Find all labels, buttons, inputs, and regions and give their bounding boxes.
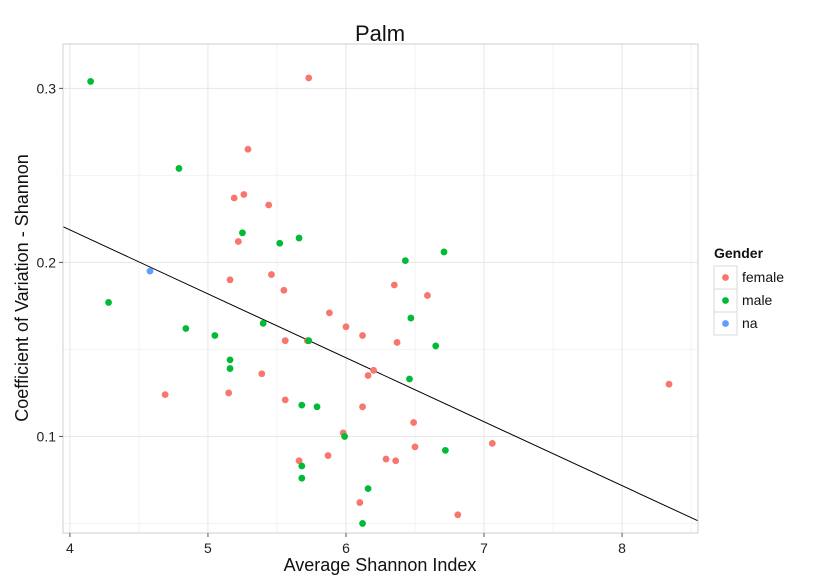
data-point-male xyxy=(105,299,112,306)
data-point-male xyxy=(182,325,190,332)
legend-swatch-male xyxy=(722,297,729,304)
data-point-female xyxy=(342,323,350,331)
data-point-na xyxy=(146,267,154,275)
data-point-female xyxy=(268,271,275,278)
y-tick-label: 0.1 xyxy=(37,428,57,444)
x-tick-label: 4 xyxy=(66,540,74,556)
data-point-male xyxy=(298,401,306,409)
legend-label-na: na xyxy=(742,315,758,331)
data-point-female xyxy=(382,455,390,463)
trend-line xyxy=(62,226,699,522)
data-point-female xyxy=(324,452,332,459)
data-point-male xyxy=(441,446,449,454)
data-point-female xyxy=(258,370,266,378)
data-point-female xyxy=(326,309,333,317)
data-point-female xyxy=(359,332,366,339)
data-point-female xyxy=(281,396,289,404)
x-tick-label: 7 xyxy=(480,540,488,556)
data-point-male xyxy=(440,248,448,256)
data-point-male xyxy=(298,462,306,470)
data-point-male xyxy=(175,165,183,172)
grid-lines xyxy=(63,44,698,533)
data-point-female xyxy=(234,238,242,245)
data-point-female xyxy=(225,389,233,397)
data-point-male xyxy=(276,239,284,247)
data-point-female xyxy=(370,366,377,374)
data-point-female xyxy=(305,74,313,82)
data-point-female xyxy=(364,372,372,379)
plot-border xyxy=(62,43,699,534)
data-point-female xyxy=(454,511,462,519)
data-point-male xyxy=(226,356,234,364)
data-point-male xyxy=(432,342,440,350)
data-point-female xyxy=(244,145,252,153)
x-axis-ticks: 4 5 6 7 8 xyxy=(66,533,626,556)
data-point-female xyxy=(410,419,418,426)
data-point-female xyxy=(359,403,366,411)
data-point-male xyxy=(259,319,267,327)
data-point-male xyxy=(305,337,313,345)
x-tick-label: 8 xyxy=(618,540,626,556)
data-point-female xyxy=(240,191,248,198)
data-point-male xyxy=(407,314,415,322)
data-point-female xyxy=(392,457,400,465)
data-point-female xyxy=(356,499,364,506)
data-point-male xyxy=(298,474,306,482)
data-point-female xyxy=(230,194,238,202)
data-point-male xyxy=(341,433,349,440)
legend-swatch-female xyxy=(722,274,729,281)
data-point-female xyxy=(280,286,288,294)
plot-panel xyxy=(63,44,698,533)
data-point-male xyxy=(211,332,219,339)
data-point-female xyxy=(488,439,496,447)
data-point-female xyxy=(390,281,398,289)
data-point-male xyxy=(226,365,234,372)
x-axis-title: Average Shannon Index xyxy=(284,555,477,575)
data-point-female xyxy=(161,391,169,399)
data-point-female xyxy=(393,339,401,346)
data-point-female xyxy=(665,380,673,388)
data-point-female xyxy=(295,457,303,465)
data-point-male xyxy=(87,78,95,85)
data-point-female xyxy=(265,201,273,209)
data-point-male xyxy=(313,403,321,411)
legend-title: Gender xyxy=(714,245,764,261)
data-point-female xyxy=(226,276,234,284)
legend-label-female: female xyxy=(742,269,784,285)
data-point-female xyxy=(424,292,431,299)
chart-title: Palm xyxy=(355,21,405,46)
legend-swatch-na xyxy=(722,320,729,327)
data-point-female xyxy=(281,337,289,345)
data-point-female xyxy=(411,443,419,451)
y-axis-ticks: 0.1 0.2 0.3 xyxy=(37,80,63,444)
x-tick-label: 5 xyxy=(204,540,212,556)
data-point-male xyxy=(401,257,409,265)
y-tick-label: 0.2 xyxy=(37,254,57,270)
y-tick-label: 0.3 xyxy=(37,80,57,96)
data-point-male xyxy=(295,234,303,242)
data-points xyxy=(87,74,673,527)
legend-label-male: male xyxy=(742,292,773,308)
data-point-male xyxy=(406,375,413,383)
legend: Gender female male na xyxy=(713,245,784,336)
data-point-male xyxy=(364,485,372,493)
data-point-male xyxy=(359,520,366,527)
x-tick-label: 6 xyxy=(342,540,350,556)
y-axis-title: Coefficient of Variation - Shannon xyxy=(12,154,32,422)
data-point-male xyxy=(239,229,246,237)
